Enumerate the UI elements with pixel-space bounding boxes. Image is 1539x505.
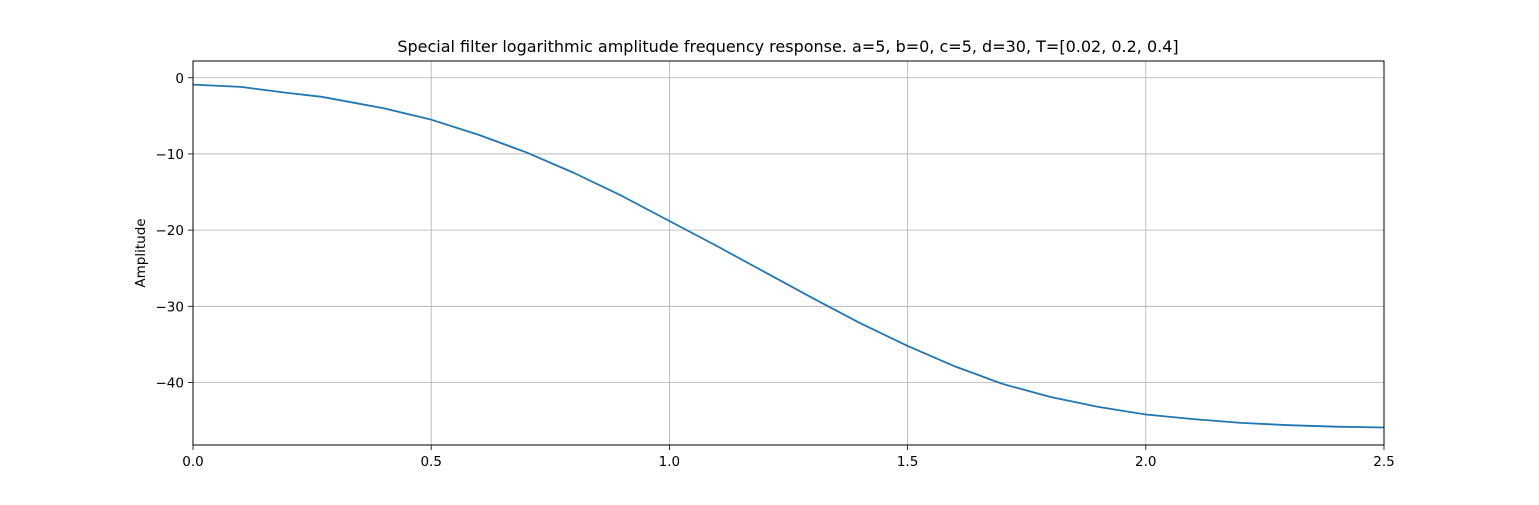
y-tick-label: −40 — [156, 376, 185, 392]
y-tick-label: −30 — [156, 299, 185, 315]
x-tick-label: 2.0 — [1135, 454, 1156, 470]
grid — [192, 61, 1385, 445]
ticks: 0.0 0.5 1.0 1.5 2.0 2.5 0 −10 −20 −30 −40 — [156, 71, 1395, 470]
series-group — [192, 83, 1385, 429]
y-axis-label: Amplitude — [133, 218, 149, 287]
chart-title: Special filter logarithmic amplitude fre… — [397, 37, 1178, 56]
x-tick-label: 2.5 — [1373, 454, 1394, 470]
x-tick-label: 1.0 — [659, 454, 680, 470]
y-tick-label: −20 — [156, 223, 185, 239]
x-tick-label: 0.0 — [182, 454, 203, 470]
y-tick-label: 0 — [175, 71, 184, 87]
series-line — [192, 83, 1385, 429]
x-tick-label: 0.5 — [420, 454, 441, 470]
x-tick-label: 1.5 — [897, 454, 918, 470]
y-tick-label: −10 — [156, 147, 185, 163]
axes-frame — [192, 60, 1385, 446]
